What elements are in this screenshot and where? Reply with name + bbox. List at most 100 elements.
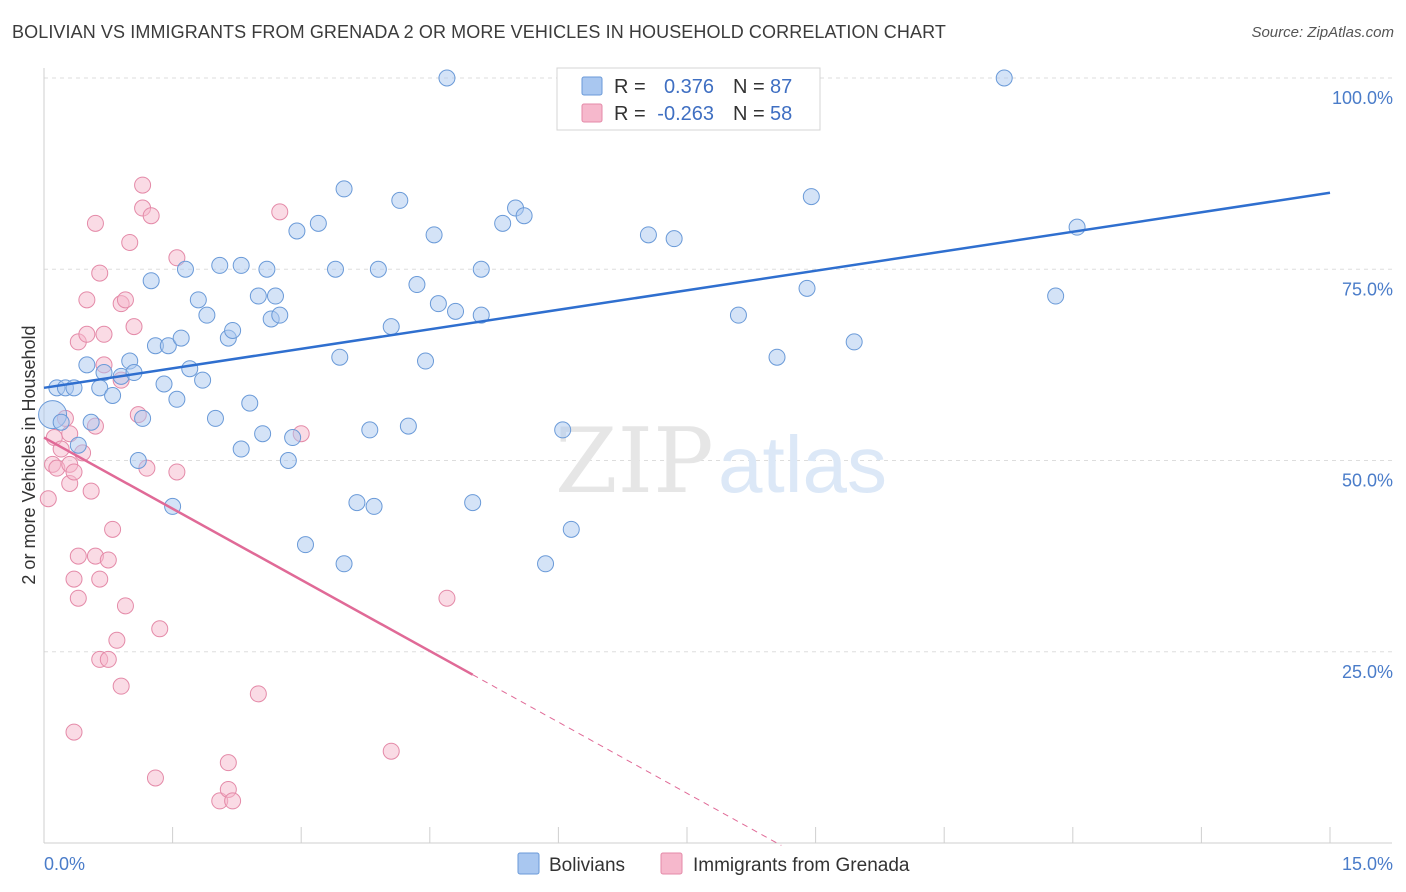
legend-n-label-pink: N = [733, 103, 765, 125]
bolivian-point [206, 409, 224, 427]
bolivian-point [258, 260, 276, 278]
x-tick-label-max: 15.0% [1342, 854, 1393, 874]
bolivian-point [134, 409, 152, 427]
bolivian-point [447, 302, 465, 320]
bolivian-point [241, 394, 259, 412]
x-tick-label-min: 0.0% [44, 854, 85, 874]
grenada-points [39, 176, 456, 810]
legend-n-value-blue: 87 [770, 76, 792, 98]
bolivian-point [159, 337, 177, 355]
bolivian-point [665, 230, 683, 248]
bolivian-point [232, 256, 250, 274]
bolivian-point [768, 348, 786, 366]
bolivian-point [181, 360, 199, 378]
grenada-point [142, 207, 160, 225]
grenada-point [125, 318, 143, 336]
bolivian-point [562, 520, 580, 538]
bolivian-point [284, 429, 302, 447]
grenada-point [116, 597, 134, 615]
grenada-point [86, 214, 104, 232]
grenada-point [116, 291, 134, 309]
legend-r-value-pink: -0.263 [657, 103, 714, 125]
grenada-point [82, 482, 100, 500]
bolivian-point [494, 214, 512, 232]
grenada-point [438, 589, 456, 607]
bolivian-point [417, 352, 435, 370]
bolivian-point [365, 497, 383, 515]
bolivian-point [348, 494, 366, 512]
bolivian-point [331, 348, 349, 366]
grenada-point [224, 792, 242, 810]
grenada-point [69, 547, 87, 565]
grenada-point [151, 620, 169, 638]
bolivian-point [361, 421, 379, 439]
watermark: ZIP atlas [555, 409, 887, 514]
legend-swatch-blue [581, 76, 603, 96]
bolivian-point [438, 69, 456, 87]
bolivian-point [309, 214, 327, 232]
bolivian-point [639, 226, 657, 244]
y-axis-label: 2 or more Vehicles in Household [19, 325, 39, 584]
bolivian-point [425, 226, 443, 244]
legend-r-label-pink: R = [614, 103, 646, 125]
grenada-point [112, 677, 130, 695]
bolivian-point [198, 306, 216, 324]
grenada-point [382, 742, 400, 760]
grenada-point [61, 425, 79, 443]
bolivian-point [391, 191, 409, 209]
bolivian-point [554, 421, 572, 439]
bolivian-point [464, 494, 482, 512]
axes [43, 68, 1392, 844]
source-credit: Source: ZipAtlas.com [1251, 24, 1394, 41]
grenada-point [271, 203, 289, 221]
bolivian-point [249, 287, 267, 305]
bolivian-point [288, 222, 306, 240]
grenada-point [65, 723, 83, 741]
bolivian-point [155, 375, 173, 393]
bolivian-point [326, 260, 344, 278]
grenada-point [91, 570, 109, 588]
grenada-point [134, 176, 152, 194]
bolivian-point [224, 321, 242, 339]
bolivian-points [38, 69, 1086, 573]
bolivian-point [82, 413, 100, 431]
bolivian-point [95, 364, 113, 382]
bolivian-point [194, 371, 212, 389]
y-tick-label: 25.0% [1342, 662, 1393, 682]
bolivian-point [266, 287, 284, 305]
grenada-point [104, 520, 122, 538]
bolivian-point [335, 555, 353, 573]
bolivian-point [172, 329, 190, 347]
grid-lines [44, 77, 1392, 653]
y-tick-label: 50.0% [1342, 471, 1393, 491]
bolivian-point [189, 291, 207, 309]
y-tick-label: 100.0% [1332, 88, 1393, 108]
bolivian-point [104, 386, 122, 404]
series-legend-label-bolivians: Bolivians [549, 855, 625, 876]
bolivian-point [472, 260, 490, 278]
grenada-point [99, 551, 117, 569]
bolivian-point [382, 318, 400, 336]
series-legend-swatch-grenada [660, 852, 683, 875]
bolivian-point [429, 295, 447, 313]
watermark-atlas: atlas [718, 420, 887, 509]
y-tick-label: 75.0% [1342, 279, 1393, 299]
trend-lines [43, 191, 1331, 846]
bolivian-trend-line [43, 191, 1331, 390]
bolivian-point [296, 536, 314, 554]
grenada-point [78, 325, 96, 343]
series-legend-swatch-bolivians [517, 852, 540, 875]
y-tick-labels: 25.0% 50.0% 75.0% 100.0% [1332, 88, 1393, 682]
grenada-point [249, 685, 267, 703]
bolivian-point [995, 69, 1013, 87]
stats-legend: R = 0.376 N = 87 R = -0.263 N = 58 [556, 67, 821, 131]
bolivian-point [211, 256, 229, 274]
grenada-point [78, 291, 96, 309]
grenada-point [99, 650, 117, 668]
bolivian-point [335, 180, 353, 198]
bolivian-point [168, 390, 186, 408]
grenada-point [91, 264, 109, 282]
bolivian-point [176, 260, 194, 278]
bolivian-point [537, 555, 555, 573]
